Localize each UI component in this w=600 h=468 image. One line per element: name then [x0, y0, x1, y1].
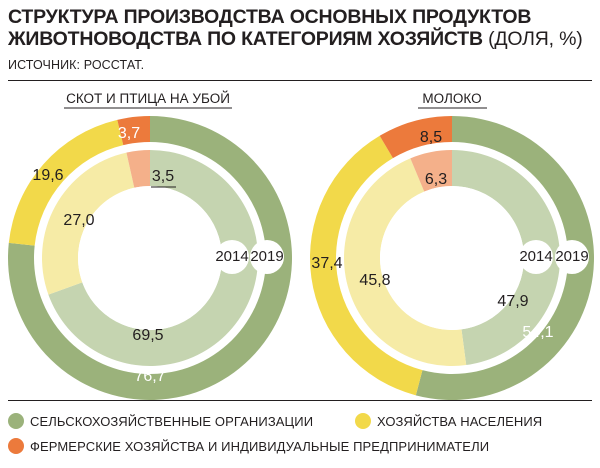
data-label-inner-farm: 6,3: [425, 171, 447, 188]
donut-center: [78, 186, 222, 330]
year-label-2019: 2019: [555, 248, 588, 265]
legend-swatch-agri: [8, 413, 24, 429]
title-line-2: ЖИВОТНОВОДСТВА ПО КАТЕГОРИЯМ ХОЗЯЙСТВ (Д…: [8, 28, 593, 50]
data-label-outer-farm: 3,7: [118, 125, 140, 142]
legend-swatch-house: [355, 413, 371, 429]
legend-label-farm: ФЕРМЕРСКИЕ ХОЗЯЙСТВА И ИНДИВИДУАЛЬНЫЕ ПР…: [30, 438, 490, 454]
chart-title-livestock: СКОТ И ПТИЦА НА УБОЙ: [66, 91, 230, 106]
slice-outer-farm: [117, 116, 150, 146]
footer-divider: [8, 400, 592, 401]
year-label-2014: 2014: [215, 248, 248, 265]
year-label-2014: 2014: [519, 248, 552, 265]
legend-label-agri: СЕЛЬСКОХОЗЯЙСТВЕННЫЕ ОРГАНИЗАЦИИ: [30, 413, 314, 429]
legend-item-farm: ФЕРМЕРСКИЕ ХОЗЯЙСТВА И ИНДИВИДУАЛЬНЫЕ ПР…: [8, 438, 489, 454]
data-label-outer-house: 37,4: [311, 255, 342, 272]
data-label-outer-house: 19,6: [32, 167, 63, 184]
donut-center: [380, 186, 524, 330]
year-badge-2019: [555, 240, 589, 274]
labels-layer: 76,719,63,769,527,03,52019201454,137,48,…: [32, 125, 589, 385]
chart-title-milk: МОЛОКО: [422, 91, 481, 106]
legend-item-agri: СЕЛЬСКОХОЗЯЙСТВЕННЫЕ ОРГАНИЗАЦИИ: [8, 413, 313, 429]
header-divider: [8, 80, 592, 81]
source-note: ИСТОЧНИК: РОССТАТ.: [8, 58, 145, 72]
page-title: СТРУКТУРА ПРОИЗВОДСТВА ОСНОВНЫХ ПРОДУКТО…: [8, 6, 593, 50]
year-badge-2019: [250, 240, 284, 274]
legend-label-house: ХОЗЯЙСТВА НАСЕЛЕНИЯ: [377, 413, 543, 429]
legend-item-house: ХОЗЯЙСТВА НАСЕЛЕНИЯ: [355, 413, 542, 429]
slice-inner-agri: [452, 150, 560, 366]
data-label-inner-agri: 47,9: [497, 293, 528, 310]
title-unit: (ДОЛЯ, %): [488, 28, 583, 50]
slice-inner-agri: [48, 150, 259, 366]
slice-inner-farm: [126, 150, 150, 188]
data-label-inner-house: 27,0: [63, 212, 94, 229]
slice-inner-house: [41, 152, 135, 295]
data-label-outer-agri: 54,1: [522, 324, 553, 341]
chart-livestock: СКОТ И ПТИЦА НА УБОЙ: [64, 91, 232, 109]
title-line-1: СТРУКТУРА ПРОИЗВОДСТВА ОСНОВНЫХ ПРОДУКТО…: [8, 6, 532, 28]
data-label-outer-farm: 8,5: [420, 129, 442, 146]
slices-layer: [8, 116, 594, 401]
data-label-inner-house: 45,8: [359, 272, 390, 289]
slice-outer-house: [310, 135, 423, 396]
chart-milk: МОЛОКО: [418, 91, 487, 109]
year-label-2019: 2019: [250, 248, 283, 265]
slice-outer-agri: [415, 116, 594, 401]
slice-inner-farm: [410, 150, 452, 192]
year-badge-2014: [519, 240, 553, 274]
data-label-inner-farm: 3,5: [152, 168, 174, 185]
year-badge-2014: [215, 240, 249, 274]
slice-outer-farm: [379, 116, 452, 159]
slice-inner-house: [344, 158, 467, 366]
title-line-2-text: ЖИВОТНОВОДСТВА ПО КАТЕГОРИЯМ ХОЗЯЙСТВ: [8, 28, 483, 50]
slice-outer-house: [8, 119, 124, 246]
legend-swatch-farm: [8, 438, 24, 454]
data-label-outer-agri: 76,7: [134, 368, 165, 385]
data-label-inner-agri: 69,5: [132, 327, 163, 344]
